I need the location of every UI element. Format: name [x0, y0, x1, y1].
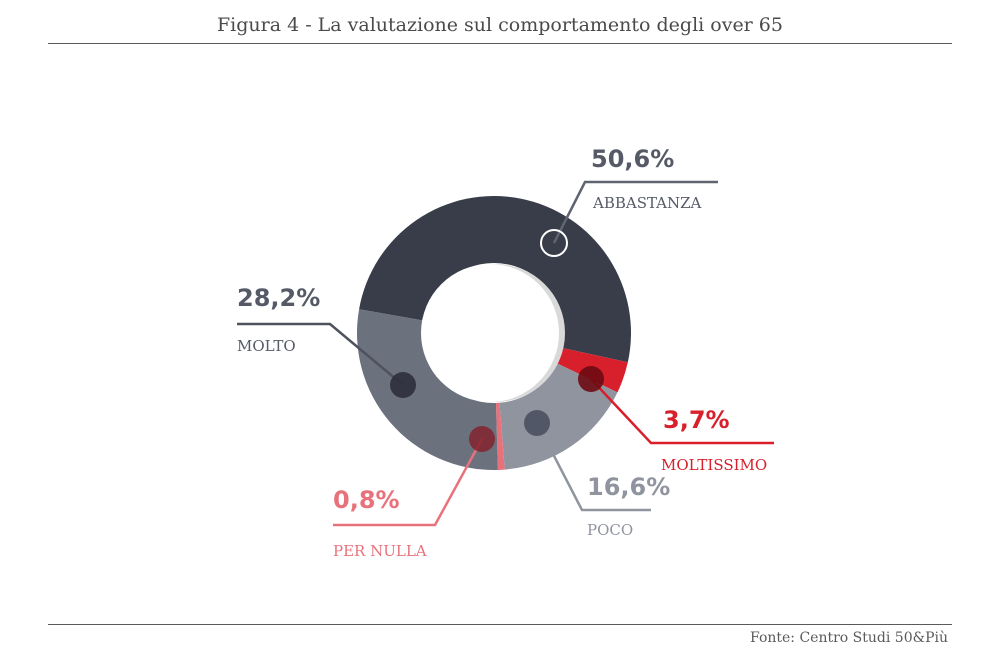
category-label-molto: MOLTO [237, 337, 296, 355]
marker-dot-poco [524, 410, 550, 436]
category-label-poco: POCO [587, 521, 633, 539]
slice-molto [356, 309, 498, 470]
category-label-abbastanza: ABBASTANZA [592, 194, 702, 212]
value-label-abbastanza: 50,6% [591, 145, 674, 173]
value-label-poco: 16,6% [587, 473, 670, 501]
source-note: Fonte: Centro Studi 50&Più [750, 630, 948, 646]
slice-per-nulla [495, 402, 505, 470]
value-label-moltissimo: 3,7% [663, 406, 730, 434]
category-label-moltissimo: MOLTISSIMO [661, 456, 767, 474]
leader-line-per-nulla [333, 438, 484, 527]
leader-line-poco [535, 422, 651, 512]
chart-title: Figura 4 - La valutazione sul comportame… [216, 14, 783, 36]
footer-divider [48, 624, 952, 625]
marker-dot-abbastanza [540, 229, 568, 257]
marker-dot-per-nulla [469, 426, 495, 452]
category-label-per-nulla: PER NULLA [333, 542, 427, 560]
value-label-molto: 28,2% [237, 284, 320, 312]
leader-line-abbastanza [552, 180, 718, 244]
title-divider [48, 43, 952, 44]
marker-dot-moltissimo [578, 366, 604, 392]
marker-dot-molto [390, 372, 416, 398]
value-label-per-nulla: 0,8% [333, 486, 400, 514]
leader-line-moltissimo [590, 378, 774, 445]
leader-line-molto [237, 322, 404, 386]
donut-hole [421, 264, 559, 402]
